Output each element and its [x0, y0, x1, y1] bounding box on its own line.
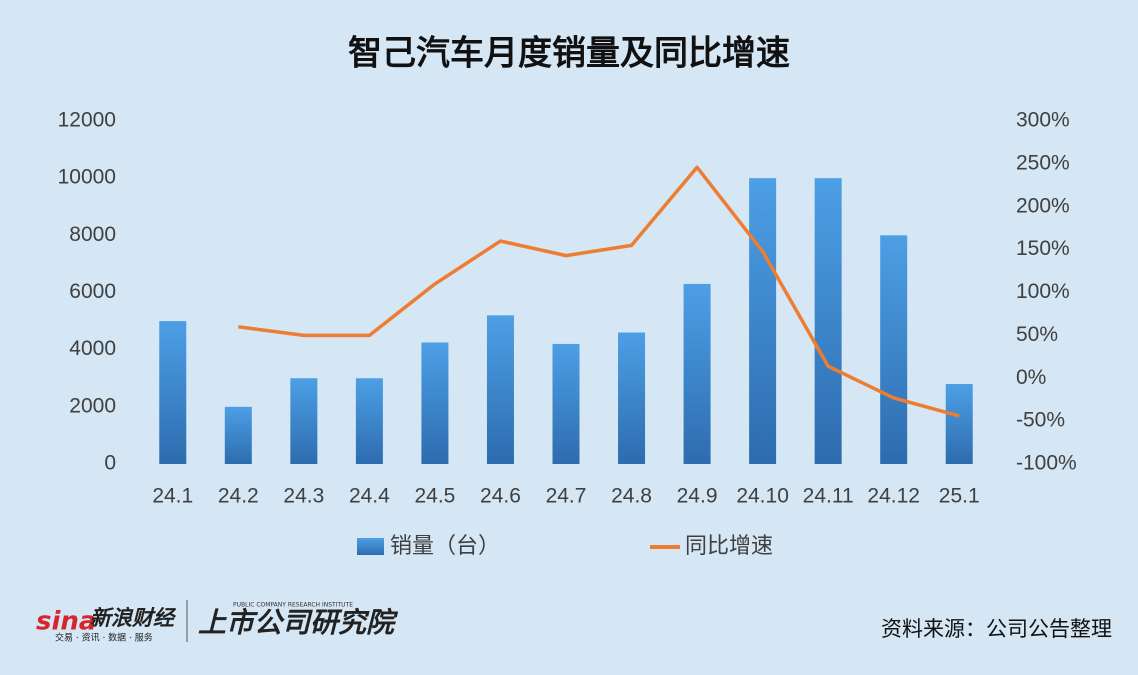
y-tick-label: 4000 [69, 337, 116, 360]
bar [159, 321, 187, 464]
bar [486, 315, 514, 464]
brand-tagline: 交易 · 资讯 · 数据 · 服务 [55, 632, 153, 644]
y2-tick-label: 300% [1016, 109, 1070, 132]
y-tick-label: 6000 [69, 280, 116, 303]
chart-title: 智己汽车月度销量及同比增速 [348, 34, 790, 74]
bar [683, 283, 711, 464]
bar [814, 178, 842, 464]
x-tick-label: 24.3 [283, 485, 324, 508]
bar [421, 342, 449, 464]
bar [290, 378, 318, 464]
y-tick-label: 2000 [69, 394, 116, 417]
source-note: 资料来源：公司公告整理 [881, 617, 1112, 641]
bar [355, 378, 383, 464]
y2-tick-label: 0% [1016, 366, 1046, 389]
bar [945, 383, 973, 464]
bar [224, 406, 252, 464]
line [238, 165, 960, 418]
bar [749, 178, 777, 464]
x-tick-label: 24.2 [218, 485, 259, 508]
x-tick-label: 24.8 [611, 485, 652, 508]
sina-logo: sina [36, 607, 96, 637]
y-tick-label: 0 [104, 452, 116, 475]
y-tick-label: 8000 [69, 223, 116, 246]
footer: sina 新浪财经 交易 · 资讯 · 数据 · 服务 PUBLIC COMPA… [36, 600, 1112, 644]
y2-tick-label: 250% [1016, 151, 1070, 174]
legend-label: 同比增速 [685, 534, 773, 559]
y2-tick-label: -50% [1016, 409, 1065, 432]
x-tick-label: 24.7 [546, 485, 587, 508]
institute-en: PUBLIC COMPANY RESEARCH INSTITUTE [233, 602, 353, 609]
bar [552, 343, 580, 464]
x-tick-label: 24.6 [480, 485, 521, 508]
x-tick-label: 24.11 [803, 485, 854, 508]
y2-tick-label: 150% [1016, 237, 1070, 260]
y2-tick-label: -100% [1016, 452, 1077, 475]
y2-tick-label: 200% [1016, 194, 1070, 217]
x-tick-label: 24.1 [152, 485, 193, 508]
y2-tick-label: 100% [1016, 280, 1070, 303]
y2-tick-label: 50% [1016, 323, 1058, 346]
bar [618, 332, 646, 464]
brand: 新浪财经 [90, 606, 177, 630]
x-tick-label: 24.5 [414, 485, 455, 508]
institute: 上市公司研究院 [198, 606, 399, 639]
x-tick-label: 24.10 [736, 485, 789, 508]
bar [880, 235, 908, 464]
x-tick-label: 24.12 [867, 485, 920, 508]
x-tick-label: 24.4 [349, 485, 390, 508]
y-tick-label: 10000 [58, 166, 116, 189]
x-tick-label: 24.9 [677, 485, 718, 508]
legend-swatch [357, 538, 384, 555]
legend-label: 销量（台） [390, 534, 500, 559]
x-tick-label: 25.1 [939, 485, 980, 508]
y-tick-label: 12000 [58, 109, 116, 132]
